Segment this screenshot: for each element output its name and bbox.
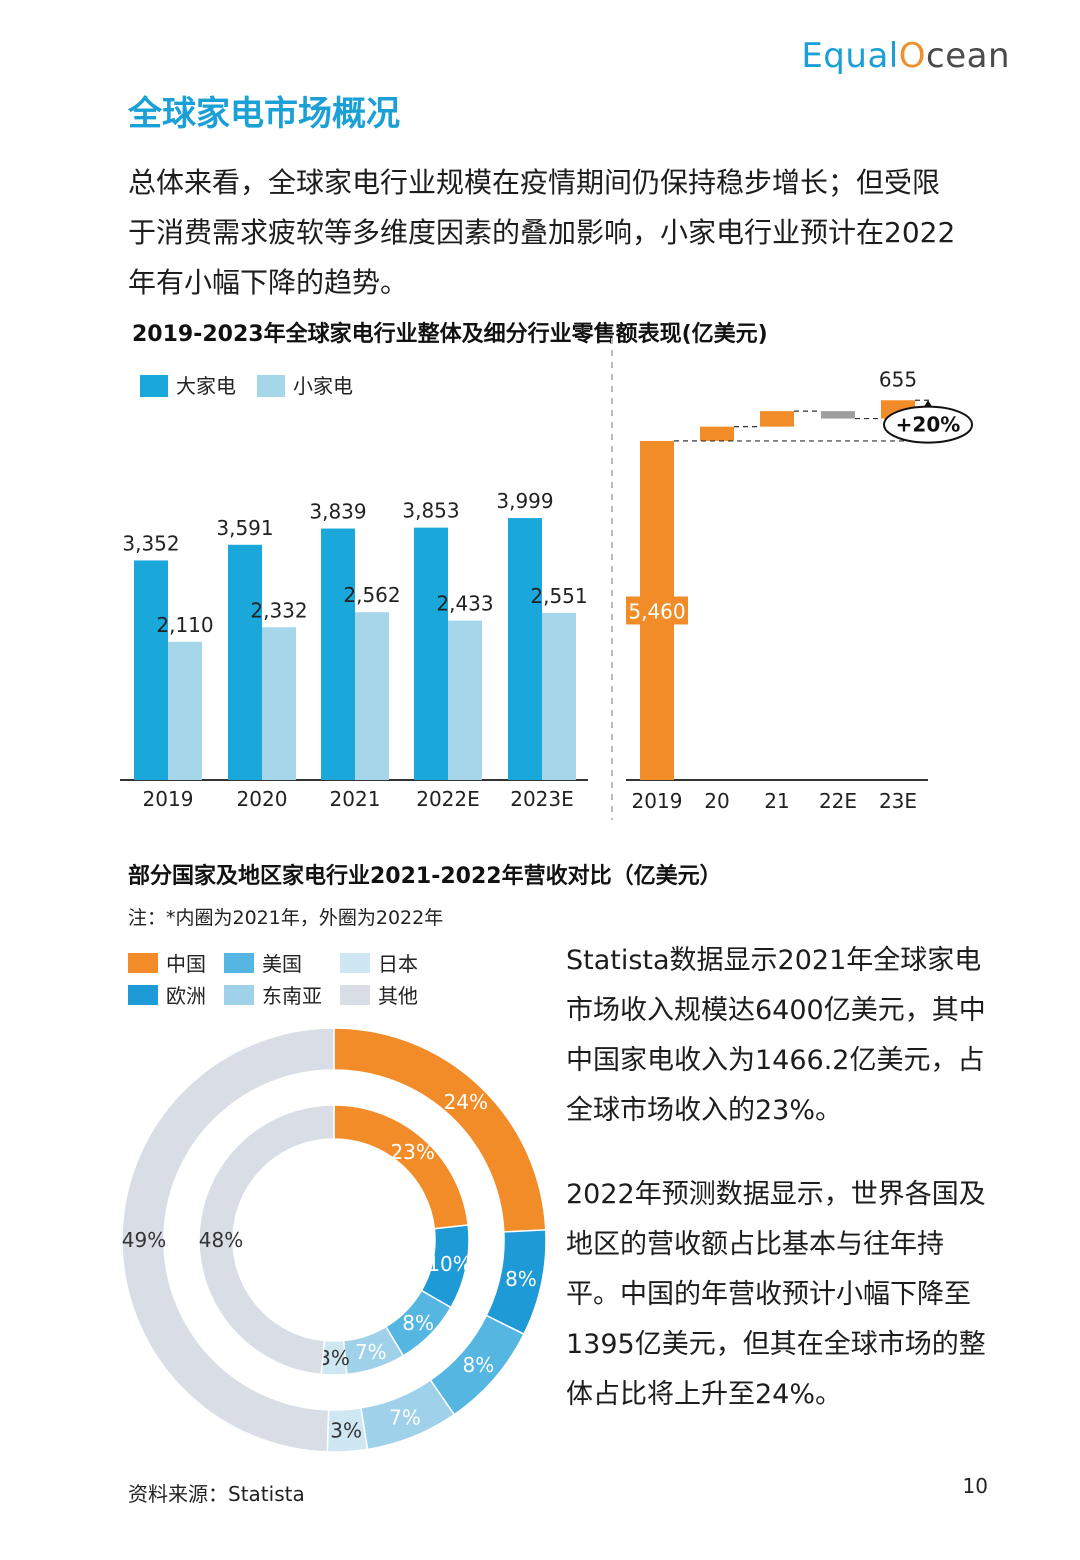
side-paragraph-1: Statista数据显示2021年全球家电市场收入规模达6400亿美元，其中中国… bbox=[566, 945, 986, 1126]
donut-legend-item: 中国 bbox=[128, 948, 206, 977]
legend-swatch bbox=[340, 984, 370, 1005]
waterfall-step-21 bbox=[760, 411, 794, 427]
donut-label-outer-中国: 24% bbox=[444, 1090, 488, 1114]
donut-label-outer-东南亚: 7% bbox=[389, 1405, 421, 1429]
legend-swatch-0 bbox=[140, 375, 168, 397]
legend-swatch bbox=[224, 984, 254, 1005]
waterfall-base-label: 5,460 bbox=[628, 599, 685, 623]
donut-legend-item: 欧洲 bbox=[128, 980, 206, 1009]
growth-badge bbox=[883, 405, 973, 444]
bar-label-2019-0: 3,352 bbox=[122, 531, 179, 555]
legend-label: 日本 bbox=[378, 952, 418, 976]
bar-label-2020-1: 2,332 bbox=[250, 598, 307, 622]
bar-tick-2020: 2020 bbox=[237, 787, 288, 811]
bar-small-2022E bbox=[448, 620, 482, 780]
donut-inner-其他 bbox=[198, 1104, 335, 1376]
donut-label-outer-美国: 8% bbox=[462, 1353, 494, 1377]
waterfall-step-20 bbox=[700, 426, 734, 441]
donut-inner-中国 bbox=[333, 1104, 469, 1230]
waterfall-total-label: 655 bbox=[879, 367, 917, 391]
source-note: 资料来源：Statista bbox=[128, 1482, 305, 1506]
bar-small-2021 bbox=[355, 612, 389, 780]
region-share-donut: 23%10%8%7%3%48%24%8%8%7%3%49% bbox=[121, 1027, 547, 1453]
waterfall-tick-20: 20 bbox=[704, 789, 729, 813]
donut-outer-其他 bbox=[121, 1027, 335, 1453]
donut-label-outer-欧洲: 8% bbox=[505, 1267, 537, 1291]
donut-label-outer-日本: 3% bbox=[330, 1419, 362, 1443]
intro-paragraph: 总体来看，全球家电行业规模在疫情期间仍保持稳步增长；但受限于消费需求疲软等多维度… bbox=[128, 166, 956, 299]
legend-swatch bbox=[128, 952, 158, 973]
donut-legend-item: 美国 bbox=[224, 948, 302, 977]
legend-label: 东南亚 bbox=[262, 984, 322, 1008]
legend-label: 欧洲 bbox=[166, 984, 206, 1008]
legend-label: 其他 bbox=[378, 984, 418, 1008]
bar-label-2023E-0: 3,999 bbox=[496, 489, 553, 513]
chart2-title: 部分国家及地区家电行业2021-2022年营收对比（亿美元） bbox=[128, 864, 722, 889]
retail-sales-chart: 大家电 小家电 3,352 2,110 2019 3,591 2,332 2020 3,839 2… bbox=[120, 338, 973, 820]
bar-label-2020-0: 3,591 bbox=[216, 516, 273, 540]
bar-large-2021 bbox=[321, 528, 355, 780]
donut-label-inner-中国: 23% bbox=[390, 1140, 434, 1164]
bar-large-2023E bbox=[508, 518, 542, 780]
growth-label: +20% bbox=[896, 413, 961, 437]
chart2-note: 注：*内圈为2021年，外圈为2022年 bbox=[128, 907, 444, 929]
bar-label-2019-1: 2,110 bbox=[156, 613, 213, 637]
donut-legend-item: 其他 bbox=[340, 980, 418, 1009]
bar-label-2023E-1: 2,551 bbox=[530, 584, 587, 608]
donut-legend-item: 日本 bbox=[340, 948, 418, 977]
donut-label-inner-美国: 8% bbox=[402, 1311, 434, 1335]
bar-label-2022E-1: 2,433 bbox=[436, 592, 493, 616]
donut-label-inner-欧洲: 10% bbox=[427, 1252, 471, 1276]
legend-swatch bbox=[340, 952, 370, 973]
side-text: Statista数据显示2021年全球家电市场收入规模达6400亿美元，其中中国… bbox=[566, 936, 986, 1454]
bar-tick-2021: 2021 bbox=[330, 787, 381, 811]
legend-label: 中国 bbox=[166, 952, 206, 976]
legend-swatch bbox=[224, 952, 254, 973]
bar-label-2022E-0: 3,853 bbox=[402, 499, 459, 523]
waterfall-base-label-bg bbox=[626, 596, 688, 625]
chart1-title: 2019-2023年全球家电行业整体及细分行业零售额表现(亿美元) bbox=[132, 322, 768, 347]
donut-label-inner-东南亚: 7% bbox=[355, 1340, 387, 1364]
bar-small-2023E bbox=[542, 612, 576, 780]
donut-label-outer-其他: 49% bbox=[122, 1228, 166, 1252]
donut-label-inner-其他: 48% bbox=[199, 1228, 243, 1252]
bar-small-2019 bbox=[168, 641, 202, 780]
waterfall-step-22E bbox=[821, 411, 855, 419]
page-number: 10 bbox=[962, 1474, 988, 1498]
page-title: 全球家电市场概况 bbox=[128, 94, 400, 134]
bar-small-2020 bbox=[262, 627, 296, 780]
legend-label-0: 大家电 bbox=[176, 374, 236, 398]
side-paragraph-2: 2022年预测数据显示，世界各国及地区的营收额占比基本与往年持平。中国的年营收预… bbox=[566, 1179, 986, 1410]
legend-label: 美国 bbox=[262, 952, 302, 976]
waterfall-tick-22E: 22E bbox=[819, 789, 857, 813]
waterfall-tick-21: 21 bbox=[764, 789, 789, 813]
bar-large-2020 bbox=[228, 544, 262, 780]
bar-tick-2019: 2019 bbox=[143, 787, 194, 811]
bar-label-2021-1: 2,562 bbox=[343, 583, 400, 607]
legend-swatch-1 bbox=[257, 375, 285, 397]
bar-label-2021-0: 3,839 bbox=[309, 500, 366, 524]
legend-swatch bbox=[128, 984, 158, 1005]
bar-large-2022E bbox=[414, 527, 448, 780]
legend-label-1: 小家电 bbox=[293, 374, 353, 398]
bar-large-2019 bbox=[134, 560, 168, 780]
waterfall-tick-2019: 2019 bbox=[632, 789, 683, 813]
bar-tick-2023E: 2023E bbox=[510, 787, 574, 811]
waterfall-tick-23E: 23E bbox=[879, 789, 917, 813]
donut-legend-item: 东南亚 bbox=[224, 980, 322, 1009]
equalocean-logo: EqualOcean bbox=[801, 36, 1010, 76]
bar-tick-2022E: 2022E bbox=[416, 787, 480, 811]
